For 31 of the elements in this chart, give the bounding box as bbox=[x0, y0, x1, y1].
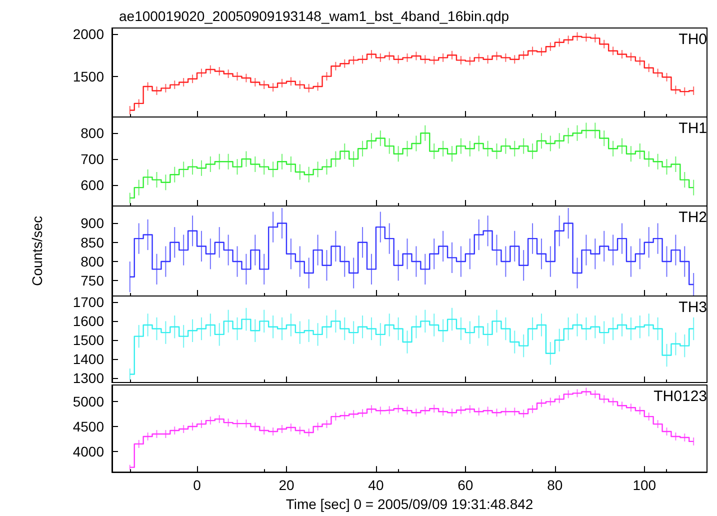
annotation: TH0123 bbox=[654, 388, 708, 405]
x-tick-label: 100 bbox=[632, 477, 656, 494]
y-tick-label: 4500 bbox=[72, 418, 104, 435]
y-tick-label: 800 bbox=[80, 254, 104, 270]
chart-title: ae100019020_20050909193148_wam1_bst_4band_16bin.qdp bbox=[119, 8, 510, 24]
y-tick-label: 850 bbox=[80, 234, 104, 250]
y-tick-label: 800 bbox=[80, 125, 104, 142]
annotation: TH3 bbox=[678, 299, 708, 316]
annotation: TH1 bbox=[678, 120, 708, 137]
x-tick-label: 80 bbox=[547, 477, 563, 494]
x-tick-label: 20 bbox=[278, 477, 294, 494]
x-tick-label: 40 bbox=[368, 477, 384, 494]
y-tick-label: 1500 bbox=[72, 68, 104, 84]
annotation: TH2 bbox=[678, 209, 708, 226]
x-tick-label: 60 bbox=[458, 477, 474, 494]
y-tick-label: 4000 bbox=[72, 443, 104, 460]
y-tick-label: 700 bbox=[80, 151, 104, 168]
y-tick-label: 1300 bbox=[72, 370, 104, 386]
y-tick-label: 1600 bbox=[72, 313, 104, 330]
x-tick-label: 0 bbox=[193, 477, 202, 494]
y-tick-label: 2000 bbox=[72, 26, 104, 42]
y-tick-label: 1400 bbox=[72, 351, 104, 368]
annotation: TH0 bbox=[678, 31, 708, 48]
y-tick-label: 600 bbox=[80, 176, 104, 193]
y-axis-title: Counts/sec bbox=[29, 216, 45, 286]
y-tick-label: 1500 bbox=[72, 332, 104, 348]
x-axis-title: Time [sec] 0 = 2005/09/09 19:31:48.842 bbox=[286, 496, 534, 512]
y-tick-label: 5000 bbox=[72, 394, 104, 410]
y-tick-label: 900 bbox=[80, 215, 104, 232]
y-tick-label: 750 bbox=[80, 272, 104, 289]
y-tick-label: 1700 bbox=[72, 294, 104, 310]
